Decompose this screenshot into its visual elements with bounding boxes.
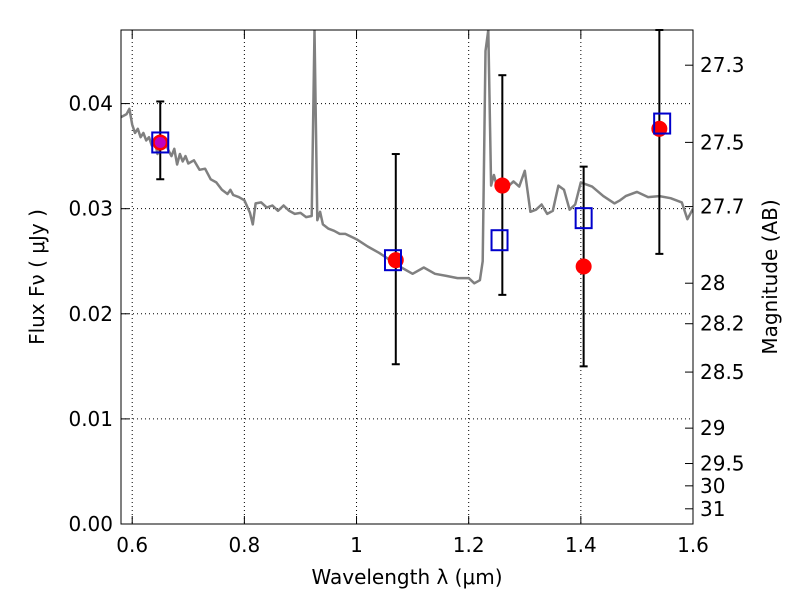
model-band-flux-marker (490, 229, 509, 252)
x-tick-label: 1.6 (677, 533, 709, 557)
right-tick-label: 31 (700, 497, 725, 521)
x-tick-label: 1 (350, 533, 363, 557)
plot-frame (120, 29, 694, 525)
observed-flux-point (494, 177, 511, 194)
y-tick-label: 0.03 (68, 197, 113, 221)
right-tick-label: 28.5 (700, 360, 745, 384)
observed-flux-point (387, 252, 404, 269)
observed-flux-point (575, 258, 592, 275)
model-band-flux-marker (383, 249, 402, 272)
x-tick-label: 1.4 (565, 533, 597, 557)
model-band-flux-marker (653, 112, 672, 135)
right-tick-label: 29 (700, 416, 725, 440)
right-tick-label: 28 (700, 271, 725, 295)
right-axis-label: Magnitude (AB) (758, 199, 782, 354)
x-tick-label: 0.8 (228, 533, 260, 557)
y-tick-label: 0.00 (68, 512, 113, 536)
right-tick-label: 29.5 (700, 452, 745, 476)
grid-lines (121, 30, 693, 524)
model-band-flux-marker (574, 207, 593, 230)
right-tick-label: 27.3 (700, 53, 745, 77)
x-tick-label: 0.6 (116, 533, 148, 557)
right-tick-label: 27.7 (700, 195, 745, 219)
x-tick-label: 1.2 (453, 533, 485, 557)
model-spectrum-line (121, 30, 693, 285)
right-tick-label: 28.2 (700, 312, 745, 336)
overlap-point (154, 136, 166, 148)
y-tick-label: 0.01 (68, 407, 113, 431)
right-tick-label: 30 (700, 474, 725, 498)
y-axis-label: Flux Fν ( μJy ) (25, 209, 49, 345)
y-tick-label: 0.04 (68, 92, 113, 116)
x-axis-label: Wavelength λ (μm) (311, 565, 502, 589)
axis-ticks: 0.6 0.8 1 1.2 1.4 1.6 0.00 0.01 0.02 0.03 0.04 27.3… (68, 30, 745, 557)
y-tick-label: 0.02 (68, 302, 113, 326)
right-tick-label: 27.5 (700, 130, 745, 154)
model-band-flux-marker (151, 131, 170, 154)
plot-area (121, 29, 693, 368)
